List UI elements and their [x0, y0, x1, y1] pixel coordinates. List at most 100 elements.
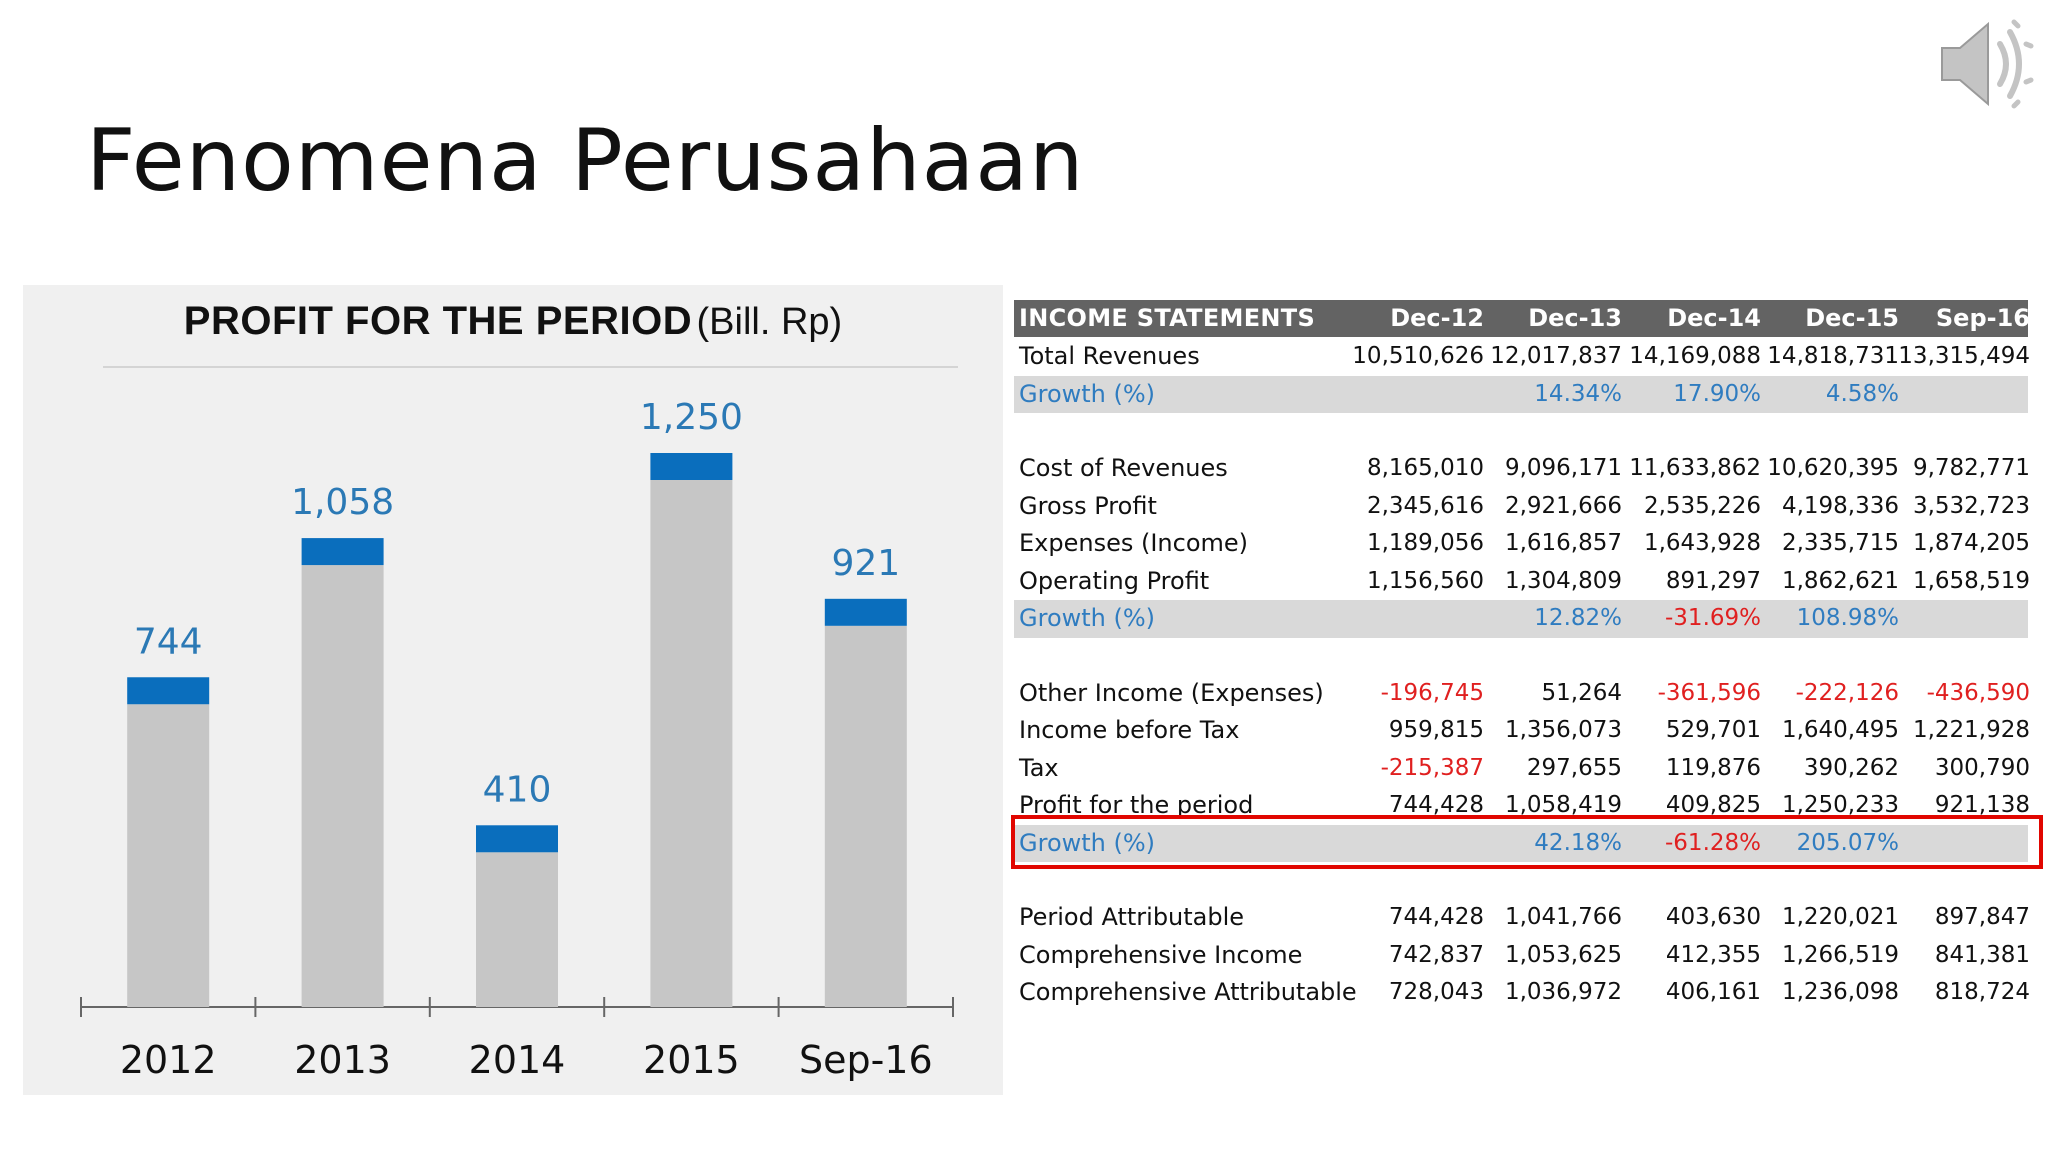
- row-label: Operating Profit: [1019, 566, 1210, 595]
- table-cell: 4,198,336: [1781, 492, 1899, 519]
- table-row: Profit for the period 744,428 1,058,419 409…: [1014, 787, 2030, 825]
- table-cell: 51,264: [1541, 679, 1622, 706]
- table-cell: 529,701: [1665, 717, 1761, 743]
- table-growth-row: Growth (%) 42.18% -61.28% 205.07%: [1014, 824, 2028, 862]
- row-label: Comprehensive Income: [1019, 940, 1303, 969]
- table-cell: 1,616,857: [1504, 530, 1622, 556]
- table-row: Comprehensive Income 742,837 1,053,625 412,…: [1014, 937, 2030, 975]
- table-cell: 11,633,862: [1629, 455, 1761, 481]
- table-row: Period Attributable 744,428 1,041,766 403,6…: [1014, 899, 2030, 937]
- table-body: Total Revenues 10,510,626 12,017,837 14,169…: [1014, 338, 2030, 1012]
- table-cell: 1,874,205: [1912, 530, 2030, 556]
- row-label: Income before Tax: [1019, 716, 1240, 744]
- table-cell: 1,640,495: [1781, 717, 1899, 743]
- table-cell: 17.90%: [1673, 380, 1761, 407]
- table-cell: 1,041,766: [1504, 904, 1622, 930]
- row-label: Comprehensive Attributable: [1019, 978, 1357, 1006]
- table-cell: 14,169,088: [1629, 343, 1761, 369]
- table-cell: 1,236,098: [1781, 979, 1899, 1005]
- row-label: Tax: [1019, 753, 1059, 782]
- table-row: Comprehensive Attributable 728,043 1,036,9…: [1014, 974, 2030, 1012]
- table-cell: 1,862,621: [1781, 567, 1899, 594]
- bar-value-label: 1,250: [640, 397, 743, 438]
- row-label: Total Revenues: [1019, 342, 1200, 370]
- table-cell: 10,620,395: [1767, 455, 1899, 481]
- table-row: Other Income (Expenses) -196,745 51,264 -36…: [1014, 675, 2030, 713]
- bar-cap-Sep-16: [824, 598, 907, 626]
- table-cell: 10,510,626: [1352, 343, 1484, 369]
- column-header: Sep-16: [1935, 304, 2030, 332]
- chart-title: PROFIT FOR THE PERIOD (Bill. Rp): [23, 299, 1003, 344]
- table-cell: 1,266,519: [1781, 941, 1899, 968]
- table-cell: 1,053,625: [1504, 941, 1622, 968]
- table-cell: 891,297: [1665, 567, 1761, 594]
- table-cell: 409,825: [1665, 792, 1761, 818]
- bar-value-label: 410: [483, 769, 552, 810]
- table-cell: 2,345,616: [1366, 492, 1484, 519]
- table-cell: 742,837: [1388, 941, 1484, 968]
- row-label: Period Attributable: [1019, 903, 1245, 931]
- chart-title-divider: [103, 366, 958, 368]
- table-cell: 728,043: [1388, 979, 1484, 1005]
- column-header: Dec-14: [1667, 304, 1761, 332]
- table-cell: 1,189,056: [1366, 530, 1484, 556]
- bar-2015: [650, 480, 733, 1007]
- x-tick-label: 2015: [643, 1038, 740, 1082]
- table-cell: 13,315,494: [1898, 343, 2030, 369]
- table-cell: 297,655: [1526, 754, 1622, 781]
- table-row: Cost of Revenues 8,165,010 9,096,171 11,633…: [1014, 450, 2030, 488]
- row-label: Cost of Revenues: [1019, 454, 1228, 482]
- table-cell: 744,428: [1388, 904, 1484, 930]
- table-cell: -61.28%: [1665, 829, 1761, 856]
- table-cell: 921,138: [1934, 792, 2030, 818]
- table-header-label: INCOME STATEMENTS: [1019, 304, 1316, 332]
- row-label: Growth (%): [1019, 604, 1156, 632]
- profit-bar-chart: 744 2012 1,058 2013 410 2014 1,250 2015 921 Sep-1…: [80, 397, 954, 1082]
- table-cell: 1,220,021: [1781, 904, 1899, 930]
- bar-cap-2013: [301, 538, 384, 566]
- row-label: Growth (%): [1019, 379, 1156, 408]
- table-cell: 1,156,560: [1366, 567, 1484, 594]
- table-cell: 390,262: [1803, 754, 1899, 781]
- table-cell: 205.07%: [1796, 829, 1899, 856]
- table-row: Expenses (Income) 1,189,056 1,616,857 1,643…: [1014, 525, 2030, 563]
- table-cell: 108.98%: [1796, 605, 1899, 631]
- table-cell: 8,165,010: [1366, 455, 1484, 481]
- x-tick-label: 2013: [294, 1038, 391, 1082]
- table-growth-row: Growth (%) 14.34% 17.90% 4.58%: [1014, 375, 2028, 413]
- bar-value-label: 1,058: [291, 482, 394, 523]
- table-cell: 119,876: [1665, 754, 1761, 781]
- table-row: Operating Profit 1,156,560 1,304,809 891,29…: [1014, 563, 2030, 601]
- x-tick-label: 2014: [469, 1038, 566, 1082]
- bar-Sep-16: [824, 625, 907, 1007]
- table-row: Gross Profit 2,345,616 2,921,666 2,535,226 4…: [1014, 488, 2030, 526]
- table-cell: 3,532,723: [1912, 492, 2030, 519]
- row-label: Profit for the period: [1019, 791, 1254, 819]
- table-cell: 9,782,771: [1912, 455, 2030, 481]
- slide-title: Fenomena Perusahaan: [86, 111, 1085, 211]
- table-cell: 744,428: [1388, 792, 1484, 818]
- table-row: Income before Tax 959,815 1,356,073 529,701…: [1014, 712, 2030, 750]
- table-cell: 1,058,419: [1504, 792, 1622, 818]
- table-cell: 1,250,233: [1781, 792, 1899, 818]
- row-label: Gross Profit: [1019, 491, 1157, 520]
- table-cell: 12.82%: [1534, 605, 1622, 631]
- chart-title-unit: (Bill. Rp): [696, 301, 843, 343]
- table-cell: 818,724: [1934, 979, 2030, 1005]
- table-cell: 403,630: [1665, 904, 1761, 930]
- bar-2012: [127, 704, 210, 1007]
- bar-value-label: 744: [134, 621, 203, 662]
- table-cell: -361,596: [1657, 679, 1761, 706]
- table-cell: 12,017,837: [1490, 343, 1622, 369]
- chart-title-main: PROFIT FOR THE PERIOD: [183, 299, 693, 343]
- table-cell: 2,535,226: [1643, 492, 1761, 519]
- column-header: Dec-12: [1390, 304, 1484, 332]
- table-cell: 4.58%: [1825, 380, 1899, 407]
- table-cell: 2,921,666: [1504, 492, 1622, 519]
- table-cell: 1,643,928: [1643, 530, 1761, 556]
- table-cell: 1,356,073: [1504, 717, 1622, 743]
- bar-cap-2015: [650, 453, 733, 480]
- speaker-audio-icon[interactable]: [1930, 14, 2040, 114]
- table-cell: 1,304,809: [1504, 567, 1622, 594]
- bar-value-label: 921: [831, 543, 900, 584]
